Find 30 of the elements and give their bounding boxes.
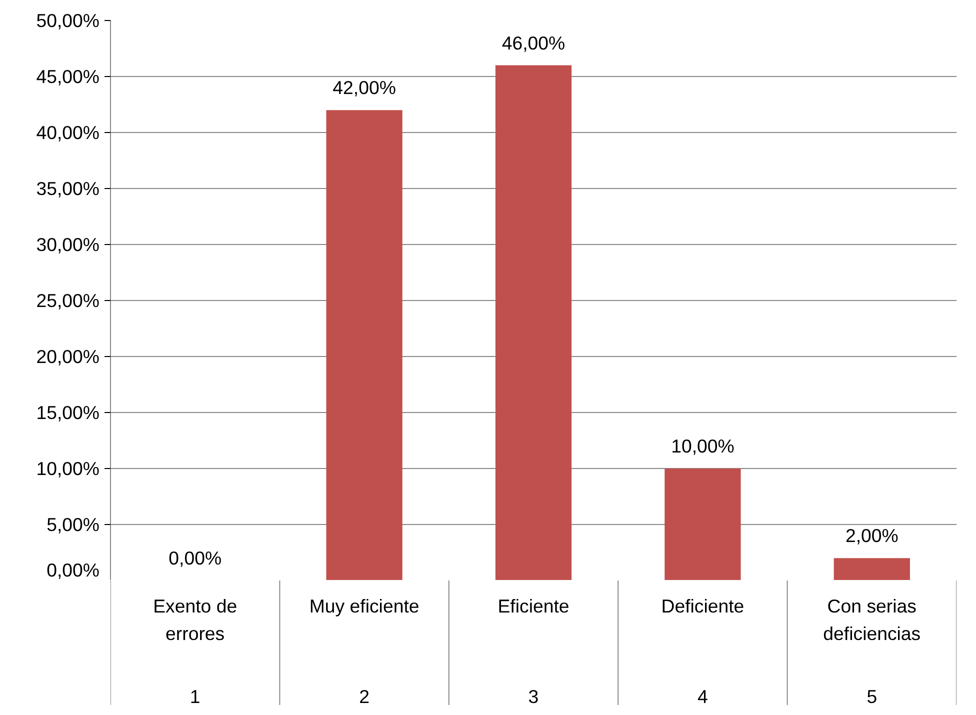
data-label: 10,00% [671, 436, 734, 456]
bar [495, 65, 572, 580]
x-tick-label: Eficiente [498, 596, 570, 616]
text: 5 [866, 686, 878, 707]
bar [664, 468, 741, 580]
data-label: 0,00% [168, 548, 222, 568]
bar [326, 110, 402, 580]
y-tick-label: 25,00% [36, 290, 100, 311]
y-tick-label: 40,00% [36, 122, 100, 143]
text: 1 [190, 686, 200, 707]
x-tick-label: Con serias deficiencias [823, 596, 921, 644]
y-tick-label: 10,00% [36, 458, 100, 479]
y-tick-label: 20,00% [36, 346, 100, 367]
y-tick-label: 15,00% [36, 402, 100, 423]
text: 4 [698, 686, 708, 707]
y-tick-label: 35,00% [36, 178, 100, 199]
y-tick-label: 50,00% [36, 10, 100, 31]
x-tick-label: Deficiente [661, 596, 744, 616]
data-label: 42,00% [332, 77, 396, 98]
y-tick-label: 45,00% [36, 66, 100, 87]
y-tick-label: 5,00% [46, 514, 100, 535]
data-label: 46,00% [502, 32, 566, 54]
data-label: 2,00% [845, 525, 898, 546]
y-tick-label: 30,00% [36, 234, 100, 255]
x-tick-label: Exento de errores [153, 596, 238, 644]
y-tick-label: 0,00% [46, 560, 100, 580]
text: 3 [528, 686, 539, 707]
bar [834, 558, 910, 580]
x-tick-label: Muy eficiente [309, 596, 420, 616]
text: 2 [359, 686, 370, 707]
